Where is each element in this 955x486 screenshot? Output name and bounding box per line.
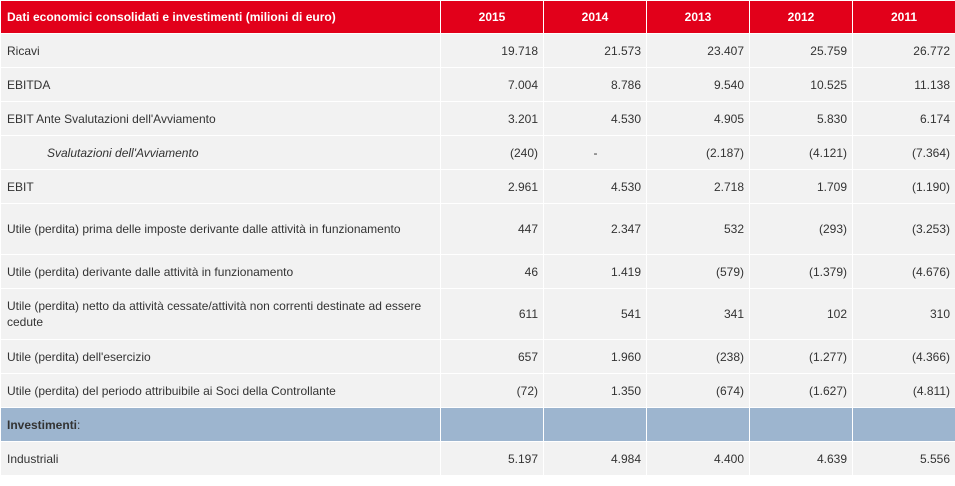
row-label: EBIT — [0, 169, 441, 204]
row-value: 341 — [646, 288, 750, 340]
row-value: 8.786 — [543, 67, 647, 102]
row-value: 4.530 — [543, 101, 647, 136]
row-value: 310 — [852, 288, 955, 340]
row-value: (238) — [646, 339, 750, 374]
row-value: 1.350 — [543, 373, 647, 408]
row-value: 2.961 — [440, 169, 544, 204]
row-label: Utile (perdita) netto da attività cessat… — [0, 288, 441, 340]
row-value: 4.400 — [646, 441, 750, 476]
row-value: 25.759 — [749, 33, 853, 68]
row-value: 46 — [440, 254, 544, 289]
row-value: 19.718 — [440, 33, 544, 68]
row-value: 1.709 — [749, 169, 853, 204]
table-row: Utile (perdita) prima delle imposte deri… — [0, 203, 955, 255]
row-value: 26.772 — [852, 33, 955, 68]
section-cell — [749, 407, 853, 442]
row-value: (674) — [646, 373, 750, 408]
row-value: 6.174 — [852, 101, 955, 136]
row-value: 21.573 — [543, 33, 647, 68]
year-header: 2014 — [543, 0, 647, 34]
section-row-investimenti: Investimenti: — [0, 407, 955, 442]
year-header: 2011 — [852, 0, 955, 34]
row-value: 4.639 — [749, 441, 853, 476]
row-value: 4.984 — [543, 441, 647, 476]
row-label: Ricavi — [0, 33, 441, 68]
row-value: 4.905 — [646, 101, 750, 136]
row-value: (293) — [749, 203, 853, 255]
section-label-text: Investimenti — [7, 417, 78, 432]
row-value: 3.201 — [440, 101, 544, 136]
row-value: 5.556 — [852, 441, 955, 476]
row-value: - — [543, 135, 647, 170]
table-row: Svalutazioni dell'Avviamento (240) - (2.… — [0, 135, 955, 170]
row-value: 102 — [749, 288, 853, 340]
table-row: Ricavi 19.718 21.573 23.407 25.759 26.77… — [0, 33, 955, 68]
row-value: (3.253) — [852, 203, 955, 255]
financial-table: Dati economici consolidati e investiment… — [0, 0, 955, 476]
row-label-indented: Svalutazioni dell'Avviamento — [0, 135, 441, 170]
row-value: 10.525 — [749, 67, 853, 102]
row-value: 5.197 — [440, 441, 544, 476]
row-label: Utile (perdita) del periodo attribuibile… — [0, 373, 441, 408]
row-value: 11.138 — [852, 67, 955, 102]
row-value: 541 — [543, 288, 647, 340]
row-value: (4.121) — [749, 135, 853, 170]
table-row: Industriali 5.197 4.984 4.400 4.639 5.55… — [0, 441, 955, 476]
table-title: Dati economici consolidati e investiment… — [0, 0, 441, 34]
row-value: 2.718 — [646, 169, 750, 204]
section-label: Investimenti: — [0, 407, 441, 442]
table-row: Utile (perdita) dell'esercizio 657 1.960… — [0, 339, 955, 374]
row-value: (4.676) — [852, 254, 955, 289]
section-cell — [440, 407, 544, 442]
row-value: (1.627) — [749, 373, 853, 408]
row-value: 532 — [646, 203, 750, 255]
row-value: (240) — [440, 135, 544, 170]
row-value: (1.277) — [749, 339, 853, 374]
table-row: EBITDA 7.004 8.786 9.540 10.525 11.138 — [0, 67, 955, 102]
section-cell — [852, 407, 955, 442]
section-cell — [646, 407, 750, 442]
row-label: Industriali — [0, 441, 441, 476]
row-value: (7.364) — [852, 135, 955, 170]
row-label: Utile (perdita) prima delle imposte deri… — [0, 203, 441, 255]
row-value: 1.419 — [543, 254, 647, 289]
row-value: 447 — [440, 203, 544, 255]
row-value: (1.379) — [749, 254, 853, 289]
year-header: 2013 — [646, 0, 750, 34]
row-value: (72) — [440, 373, 544, 408]
table-row: Utile (perdita) netto da attività cessat… — [0, 288, 955, 340]
table-header-row: Dati economici consolidati e investiment… — [0, 0, 955, 34]
row-label-text: Svalutazioni dell'Avviamento — [47, 145, 199, 160]
row-label: Utile (perdita) derivante dalle attività… — [0, 254, 441, 289]
table-row: EBIT 2.961 4.530 2.718 1.709 (1.190) — [0, 169, 955, 204]
section-cell — [543, 407, 647, 442]
row-label: EBIT Ante Svalutazioni dell'Avviamento — [0, 101, 441, 136]
row-value: 7.004 — [440, 67, 544, 102]
row-value: (1.190) — [852, 169, 955, 204]
row-value: 9.540 — [646, 67, 750, 102]
row-value: 611 — [440, 288, 544, 340]
row-value: 657 — [440, 339, 544, 374]
row-value: 4.530 — [543, 169, 647, 204]
table-row: Utile (perdita) del periodo attribuibile… — [0, 373, 955, 408]
year-header: 2012 — [749, 0, 853, 34]
row-value: (2.187) — [646, 135, 750, 170]
row-label: EBITDA — [0, 67, 441, 102]
section-label-suffix: : — [77, 417, 81, 432]
row-value: 5.830 — [749, 101, 853, 136]
row-value: (4.366) — [852, 339, 955, 374]
row-value: 23.407 — [646, 33, 750, 68]
row-value: (4.811) — [852, 373, 955, 408]
row-value: (579) — [646, 254, 750, 289]
table-row: Utile (perdita) derivante dalle attività… — [0, 254, 955, 289]
row-label: Utile (perdita) dell'esercizio — [0, 339, 441, 374]
year-header: 2015 — [440, 0, 544, 34]
row-value: 2.347 — [543, 203, 647, 255]
row-value: 1.960 — [543, 339, 647, 374]
table-row: EBIT Ante Svalutazioni dell'Avviamento 3… — [0, 101, 955, 136]
